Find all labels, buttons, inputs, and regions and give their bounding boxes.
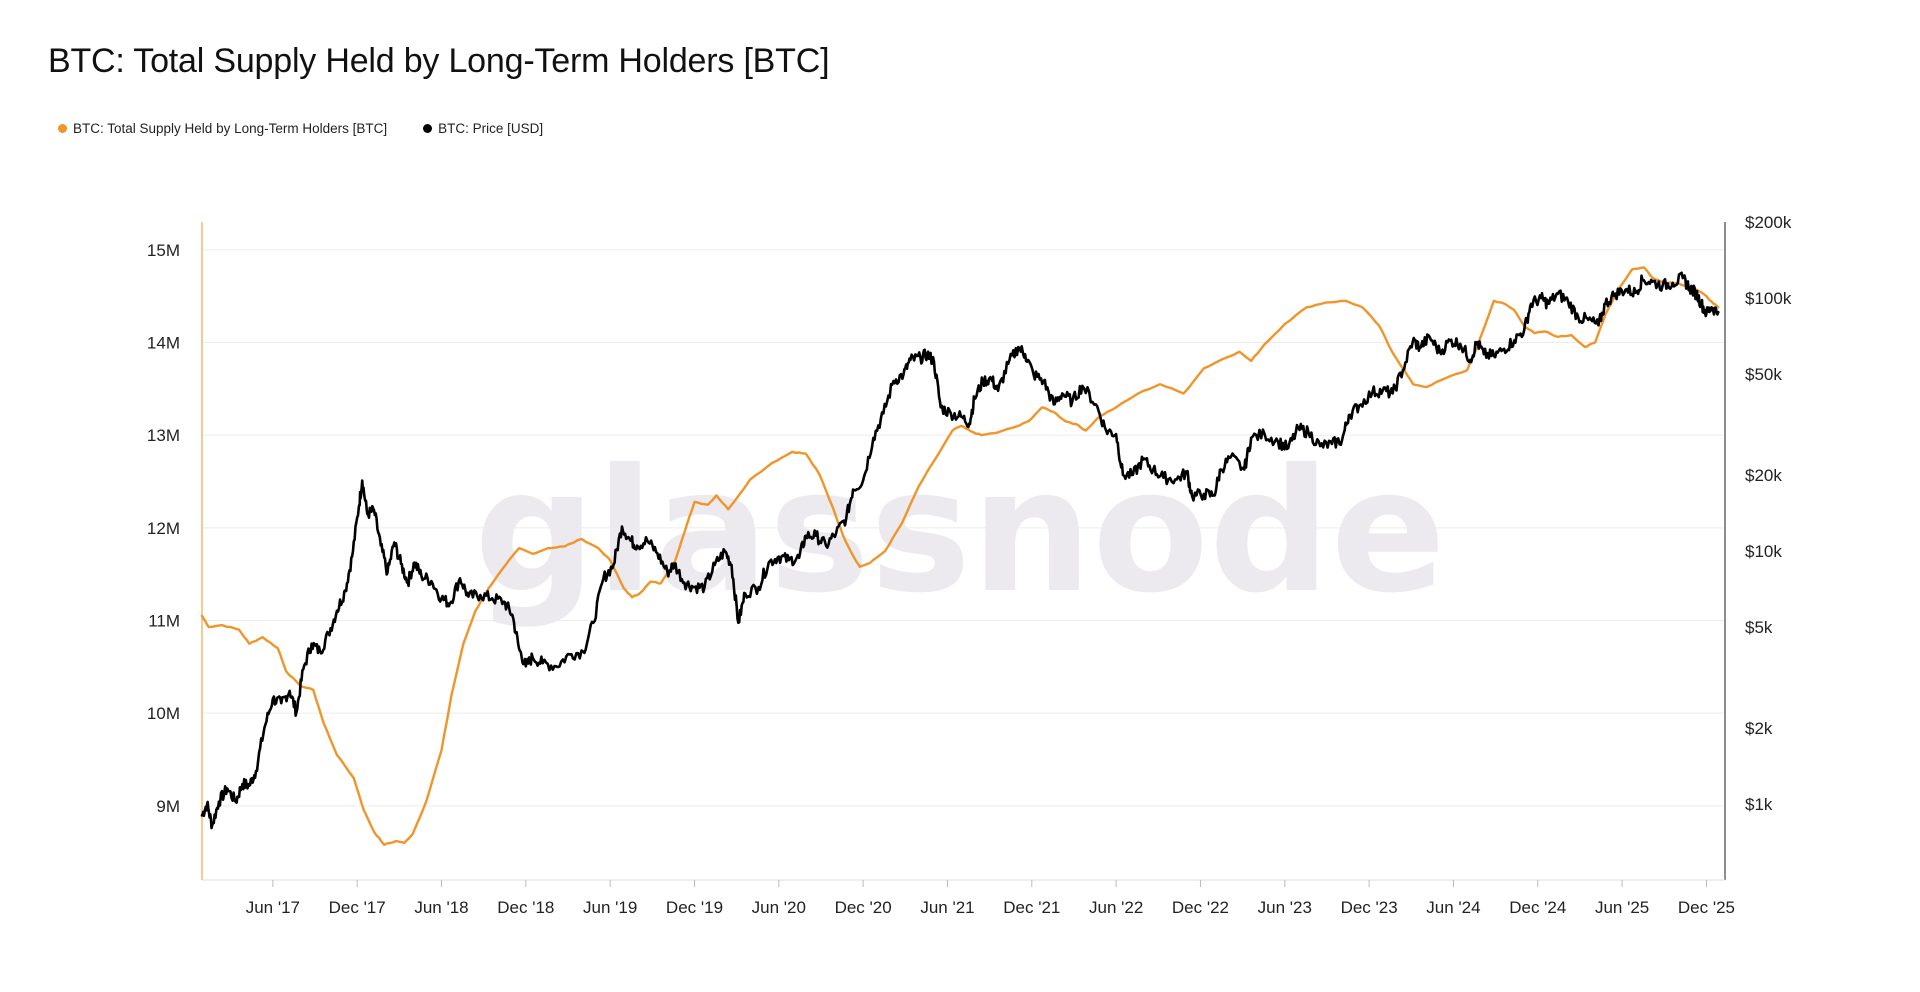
left-axis-ticks: 15M 14M 13M 12M 11M 10M 9M <box>147 241 180 816</box>
x-tick-label: Jun '23 <box>1258 898 1312 917</box>
x-tick-label: Jun '25 <box>1595 898 1649 917</box>
left-tick-label: 15M <box>147 241 180 260</box>
legend-item-price[interactable]: BTC: Price [USD] <box>423 121 543 136</box>
x-tick-label: Jun '17 <box>246 898 300 917</box>
right-tick-label: $200k <box>1745 213 1792 232</box>
x-tick-label: Dec '17 <box>329 898 386 917</box>
series-lines <box>200 266 1720 846</box>
chart-title: BTC: Total Supply Held by Long-Term Hold… <box>48 42 830 80</box>
x-tick-label: Jun '18 <box>414 898 468 917</box>
x-tick-label: Jun '20 <box>752 898 806 917</box>
x-tick-label: Jun '19 <box>583 898 637 917</box>
right-tick-label: $20k <box>1745 466 1782 485</box>
x-tick-label: Jun '24 <box>1426 898 1480 917</box>
series-line-price <box>200 271 1720 830</box>
x-tick-label: Dec '18 <box>497 898 554 917</box>
right-tick-label: $100k <box>1745 289 1792 308</box>
x-tick-label: Jun '21 <box>920 898 974 917</box>
glassnode-watermark: glassnode <box>474 433 1446 631</box>
right-tick-label: $10k <box>1745 542 1782 561</box>
x-tick-label: Dec '21 <box>1003 898 1060 917</box>
left-tick-label: 9M <box>156 797 180 816</box>
right-tick-label: $50k <box>1745 365 1782 384</box>
right-axis-ticks: $200k $100k $50k $20k $10k $5k $2k $1k <box>1745 213 1792 814</box>
left-tick-label: 13M <box>147 426 180 445</box>
right-tick-label: $5k <box>1745 618 1773 637</box>
grid-lines <box>202 249 1725 807</box>
legend-dot-orange-icon <box>58 124 67 133</box>
x-tick-label: Dec '22 <box>1172 898 1229 917</box>
legend-label-price: BTC: Price [USD] <box>438 121 544 136</box>
series-line-lth-supply <box>200 266 1720 846</box>
legend-item-lth-supply[interactable]: BTC: Total Supply Held by Long-Term Hold… <box>58 121 387 136</box>
x-tick-label: Dec '25 <box>1678 898 1735 917</box>
left-tick-label: 11M <box>148 612 180 631</box>
left-tick-label: 14M <box>147 333 180 352</box>
legend-label-lth-supply: BTC: Total Supply Held by Long-Term Hold… <box>73 121 388 136</box>
right-tick-label: $1k <box>1745 795 1773 814</box>
legend-dot-black-icon <box>423 124 433 133</box>
legend: BTC: Total Supply Held by Long-Term Hold… <box>58 121 543 136</box>
x-tick-label: Dec '19 <box>666 898 723 917</box>
axes <box>201 222 1726 881</box>
x-tick-label: Dec '23 <box>1341 898 1398 917</box>
x-axis-ticks: Jun '17 Dec '17 Jun '18 Dec '18 Jun '19 Dec '… <box>246 880 1735 917</box>
left-tick-label: 12M <box>147 519 180 538</box>
x-tick-label: Dec '24 <box>1509 898 1566 917</box>
x-tick-label: Jun '22 <box>1089 898 1143 917</box>
left-tick-label: 10M <box>147 704 180 723</box>
right-tick-label: $2k <box>1745 719 1773 738</box>
x-tick-label: Dec '20 <box>835 898 892 917</box>
